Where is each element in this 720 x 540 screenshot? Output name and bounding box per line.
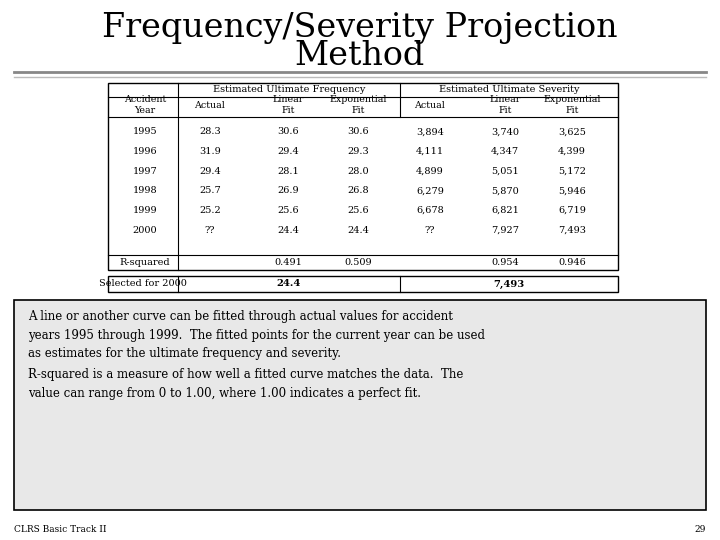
Text: Method: Method — [295, 40, 425, 72]
Text: 24.4: 24.4 — [276, 280, 301, 288]
Text: 1997: 1997 — [132, 167, 158, 176]
Text: 0.509: 0.509 — [344, 258, 372, 267]
Text: 5,870: 5,870 — [491, 186, 519, 195]
Text: Estimated Ultimate Frequency: Estimated Ultimate Frequency — [213, 85, 365, 94]
Text: 6,719: 6,719 — [558, 206, 586, 215]
Text: 7,493: 7,493 — [558, 226, 586, 235]
Text: 26.8: 26.8 — [347, 186, 369, 195]
Text: Actual: Actual — [415, 100, 446, 110]
Text: Frequency/Severity Projection: Frequency/Severity Projection — [102, 12, 618, 44]
Text: 25.6: 25.6 — [277, 206, 299, 215]
Text: 29.4: 29.4 — [277, 147, 299, 156]
Text: ??: ?? — [204, 226, 215, 235]
Text: CLRS Basic Track II: CLRS Basic Track II — [14, 525, 107, 534]
Text: 2000: 2000 — [132, 226, 157, 235]
Text: 5,051: 5,051 — [491, 167, 519, 176]
Bar — [108, 83, 618, 270]
Text: 6,678: 6,678 — [416, 206, 444, 215]
Text: Accident
Year: Accident Year — [124, 95, 166, 115]
Text: Linear
Fit: Linear Fit — [490, 95, 521, 115]
Text: 1998: 1998 — [132, 186, 157, 195]
Text: 3,625: 3,625 — [558, 127, 586, 136]
Text: 4,899: 4,899 — [416, 167, 444, 176]
Text: 0.946: 0.946 — [558, 258, 586, 267]
Text: Selected for 2000: Selected for 2000 — [99, 280, 187, 288]
Text: 6,821: 6,821 — [491, 206, 519, 215]
Text: 31.9: 31.9 — [199, 147, 221, 156]
Text: Estimated Ultimate Severity: Estimated Ultimate Severity — [438, 85, 580, 94]
Text: 0.954: 0.954 — [491, 258, 519, 267]
Text: 28.1: 28.1 — [277, 167, 299, 176]
Text: 7,927: 7,927 — [491, 226, 519, 235]
Text: 24.4: 24.4 — [277, 226, 299, 235]
Text: R-squared is a measure of how well a fitted curve matches the data.  The
value c: R-squared is a measure of how well a fit… — [28, 368, 464, 400]
Text: 29.3: 29.3 — [347, 147, 369, 156]
Text: 3,894: 3,894 — [416, 127, 444, 136]
Text: 25.7: 25.7 — [199, 186, 221, 195]
Text: 4,347: 4,347 — [491, 147, 519, 156]
Text: 28.3: 28.3 — [199, 127, 221, 136]
Text: 28.0: 28.0 — [347, 167, 369, 176]
Text: 29.4: 29.4 — [199, 167, 221, 176]
Text: 0.491: 0.491 — [274, 258, 302, 267]
Text: 5,172: 5,172 — [558, 167, 586, 176]
Text: 25.2: 25.2 — [199, 206, 221, 215]
Text: A line or another curve can be fitted through actual values for accident
years 1: A line or another curve can be fitted th… — [28, 310, 485, 360]
Text: 3,740: 3,740 — [491, 127, 519, 136]
Text: 1996: 1996 — [132, 147, 157, 156]
Text: ??: ?? — [425, 226, 436, 235]
Text: 1995: 1995 — [132, 127, 157, 136]
Bar — [14, 300, 706, 510]
Text: 24.4: 24.4 — [347, 226, 369, 235]
Text: 5,946: 5,946 — [558, 186, 586, 195]
Text: R-squared: R-squared — [120, 258, 171, 267]
Text: 26.9: 26.9 — [277, 186, 299, 195]
Text: 6,279: 6,279 — [416, 186, 444, 195]
Text: 25.6: 25.6 — [347, 206, 369, 215]
Text: 7,493: 7,493 — [493, 280, 525, 288]
Text: 4,399: 4,399 — [558, 147, 586, 156]
Text: Linear
Fit: Linear Fit — [272, 95, 304, 115]
Text: 4,111: 4,111 — [416, 147, 444, 156]
Text: Exponential
Fit: Exponential Fit — [329, 95, 387, 115]
Text: Exponential
Fit: Exponential Fit — [544, 95, 600, 115]
Text: 29: 29 — [695, 525, 706, 534]
Bar — [108, 276, 618, 292]
Text: 30.6: 30.6 — [347, 127, 369, 136]
Text: 30.6: 30.6 — [277, 127, 299, 136]
Text: Actual: Actual — [194, 100, 225, 110]
Text: 1999: 1999 — [132, 206, 157, 215]
